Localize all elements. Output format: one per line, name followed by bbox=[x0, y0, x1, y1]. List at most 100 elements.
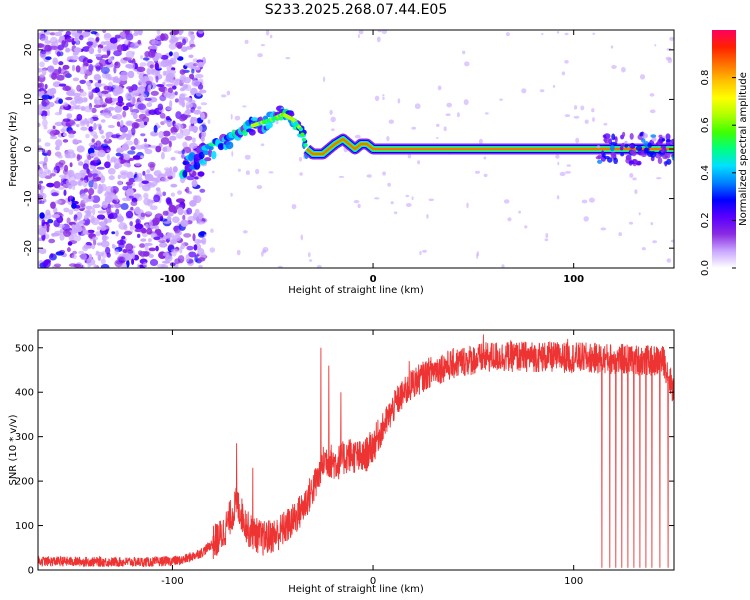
heatmap-cell bbox=[171, 85, 177, 90]
heatmap-cell bbox=[60, 128, 66, 133]
heatmap-cell bbox=[148, 247, 156, 252]
heatmap-cell bbox=[125, 181, 134, 186]
heatmap-cell bbox=[69, 55, 79, 61]
heatmap-cell bbox=[78, 180, 82, 186]
heatmap-cell bbox=[197, 61, 204, 68]
heatmap-cell bbox=[125, 188, 134, 196]
heatmap-cell bbox=[269, 34, 273, 39]
heatmap-cell bbox=[95, 37, 99, 43]
heatmap-cell bbox=[106, 153, 110, 161]
heatmap-cell bbox=[114, 249, 120, 255]
heatmap-cell bbox=[179, 93, 186, 101]
heatmap-cell bbox=[308, 252, 311, 258]
heatmap-cell bbox=[107, 168, 116, 175]
snr-x-tick-label: 0 bbox=[370, 576, 376, 587]
heatmap-cell bbox=[437, 85, 442, 91]
heatmap-cell bbox=[140, 80, 148, 88]
heatmap-cell bbox=[157, 103, 164, 111]
heatmap-cell bbox=[257, 53, 263, 58]
heatmap-cell bbox=[174, 98, 179, 103]
heatmap-cell bbox=[66, 217, 71, 224]
heatmap-cell bbox=[171, 132, 178, 136]
heatmap-cell bbox=[619, 145, 624, 151]
heatmap-cell bbox=[80, 126, 88, 131]
heatmap-x-tick-label: 100 bbox=[563, 274, 584, 285]
heatmap-cell bbox=[539, 89, 545, 93]
heatmap-cell bbox=[98, 183, 102, 191]
heatmap-band bbox=[304, 136, 674, 157]
heatmap-cell bbox=[41, 115, 47, 120]
heatmap-cell bbox=[291, 204, 297, 210]
heatmap-cell bbox=[183, 233, 192, 238]
heatmap-cell bbox=[179, 115, 186, 122]
heatmap-cell bbox=[285, 57, 291, 60]
heatmap-cell bbox=[166, 106, 173, 111]
heatmap-cell bbox=[179, 69, 186, 75]
heatmap-cell bbox=[610, 152, 615, 159]
heatmap-cell bbox=[38, 83, 43, 88]
heatmap-cell bbox=[160, 137, 170, 145]
heatmap-cell bbox=[123, 162, 130, 167]
heatmap-cell bbox=[610, 45, 614, 49]
heatmap-cell bbox=[122, 249, 128, 253]
heatmap-cell bbox=[41, 94, 51, 100]
heatmap-cell bbox=[168, 42, 177, 50]
heatmap-cell bbox=[76, 113, 83, 121]
heatmap-cell bbox=[381, 30, 388, 35]
heatmap-cell bbox=[127, 150, 136, 155]
heatmap-cell bbox=[87, 172, 93, 178]
heatmap-cell bbox=[597, 159, 603, 164]
heatmap-cell bbox=[52, 81, 62, 88]
heatmap-cell bbox=[466, 202, 469, 209]
heatmap-cell bbox=[462, 50, 466, 55]
heatmap-cell bbox=[106, 134, 110, 142]
heatmap-cell bbox=[135, 162, 142, 166]
heatmap-cell bbox=[104, 196, 113, 203]
heatmap-cell bbox=[95, 251, 105, 257]
heatmap-cell bbox=[165, 83, 174, 87]
heatmap-cell bbox=[159, 242, 168, 248]
heatmap-cell bbox=[629, 173, 634, 178]
heatmap-cell bbox=[204, 157, 212, 162]
heatmap-cell bbox=[79, 91, 87, 97]
heatmap-cell bbox=[133, 139, 140, 146]
heatmap-cell bbox=[95, 176, 101, 181]
heatmap-cell bbox=[564, 114, 571, 118]
heatmap-cell bbox=[178, 99, 186, 106]
heatmap-cell bbox=[573, 115, 580, 119]
heatmap-cell bbox=[63, 189, 67, 196]
heatmap-cell bbox=[390, 201, 394, 205]
heatmap-cell bbox=[122, 186, 128, 191]
heatmap-cell bbox=[38, 180, 44, 184]
heatmap-cell bbox=[73, 96, 83, 101]
heatmap-cell bbox=[188, 54, 194, 58]
heatmap-cell bbox=[58, 186, 65, 190]
heatmap-cell bbox=[592, 32, 596, 35]
heatmap-cell bbox=[182, 170, 188, 178]
heatmap-cell bbox=[624, 143, 628, 148]
heatmap-cell bbox=[159, 112, 166, 119]
heatmap-cell bbox=[483, 173, 488, 178]
heatmap-cell bbox=[183, 111, 190, 116]
heatmap-cell bbox=[197, 248, 205, 256]
heatmap-cell bbox=[117, 174, 121, 180]
heatmap-cell bbox=[71, 64, 76, 72]
heatmap-cell bbox=[191, 137, 196, 143]
heatmap-cell bbox=[79, 220, 85, 224]
heatmap-cell bbox=[446, 102, 453, 108]
heatmap-cell bbox=[159, 218, 168, 222]
heatmap-cell bbox=[169, 135, 177, 141]
heatmap-cell bbox=[78, 161, 84, 166]
heatmap-cell bbox=[172, 216, 180, 223]
heatmap-cell bbox=[126, 171, 134, 180]
heatmap-cell bbox=[193, 63, 199, 67]
heatmap-cells bbox=[38, 30, 674, 268]
heatmap-cell bbox=[58, 98, 63, 104]
heatmap-cell bbox=[641, 138, 646, 143]
heatmap-cell bbox=[122, 105, 129, 111]
heatmap-cell bbox=[189, 73, 195, 80]
heatmap-cell bbox=[592, 117, 595, 122]
heatmap-cell bbox=[107, 85, 113, 93]
heatmap-cell bbox=[665, 139, 672, 143]
heatmap-cell bbox=[134, 223, 143, 230]
